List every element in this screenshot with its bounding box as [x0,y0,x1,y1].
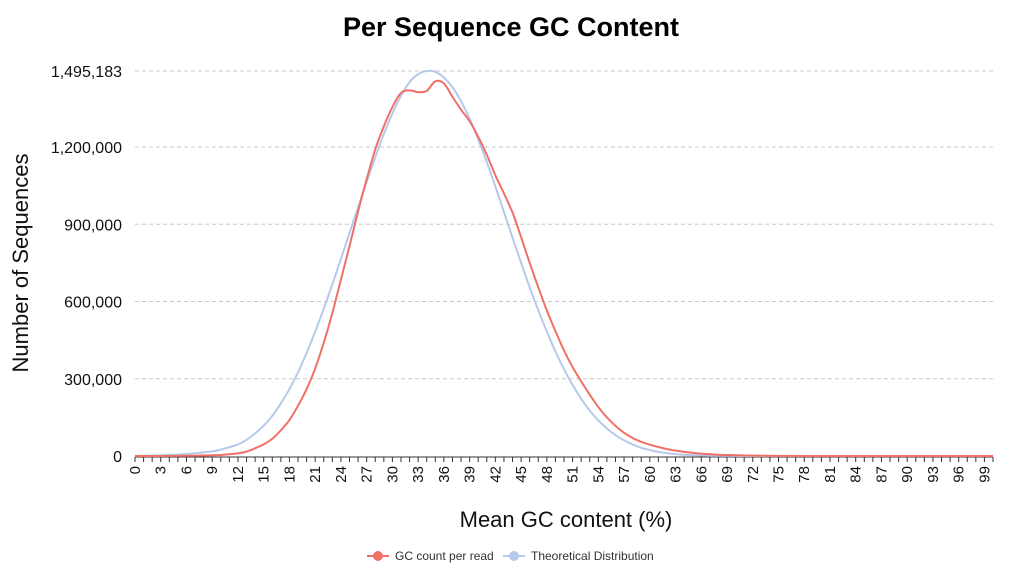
x-tick-label: 66 [693,466,710,483]
chart-title: Per Sequence GC Content [343,12,679,42]
x-tick-label: 63 [668,466,685,483]
legend-swatch-dot [373,551,383,561]
y-axis-label: Number of Sequences [8,154,33,373]
series-line-theoretical-distribution[interactable] [134,69,993,458]
x-tick-label: 78 [796,466,813,483]
x-tick-label: 96 [951,466,968,483]
x-tick-label: 60 [642,466,659,483]
x-tick-label: 24 [333,466,350,483]
x-tick-label: 33 [410,466,427,483]
x-tick-label: 93 [925,466,942,483]
x-tick-label: 15 [256,466,273,483]
x-tick-label: 99 [976,466,993,483]
x-tick-labels: 0 3 6 9 12 15 18 21 24 27 30 33 36 39 42 45 48 51 54 57 60 63… [127,457,994,483]
x-tick-label: 30 [384,466,401,483]
x-tick-label: 36 [436,466,453,483]
series-line-gc-count-per-read[interactable] [134,79,993,458]
legend-item-theoretical[interactable]: Theoretical Distribution [503,549,654,563]
x-tick-label: 90 [899,466,916,483]
x-tick-label: 42 [487,466,504,483]
x-tick-label: 0 [127,466,144,474]
x-tick-label: 27 [359,466,376,483]
y-tick-label: 1,495,183 [51,64,122,81]
x-tick-label: 72 [745,466,762,483]
x-tick-label: 9 [204,466,221,474]
legend-label-theoretical: Theoretical Distribution [531,549,654,563]
x-axis-label: Mean GC content (%) [460,507,673,532]
x-tick-label: 87 [873,466,890,483]
legend-label-gc-count: GC count per read [395,549,494,563]
y-tick-labels: 0 300,000 600,000 900,000 1,200,000 1,495,183 [51,64,122,466]
x-tick-label: 3 [153,466,170,474]
x-tick-label: 48 [539,466,556,483]
y-tick-label: 0 [113,449,122,466]
x-tick-label: 39 [462,466,479,483]
series-lines [134,69,993,458]
legend-item-gc-count[interactable]: GC count per read [367,549,494,563]
x-tick-label: 54 [590,466,607,483]
x-tick-label: 51 [565,466,582,483]
x-tick-label: 69 [719,466,736,483]
x-tick-label: 84 [848,466,865,483]
x-tick-label: 21 [307,466,324,483]
x-tick-label: 18 [281,466,298,483]
legend-swatch-dot [509,551,519,561]
x-tick-label: 57 [616,466,633,483]
x-tick-label: 12 [230,466,247,483]
y-tick-label: 900,000 [64,217,122,234]
legend: GC count per read Theoretical Distributi… [367,549,654,563]
y-tick-label: 300,000 [64,372,122,389]
x-tick-label: 45 [513,466,530,483]
x-tick-label: 6 [178,466,195,474]
y-tick-label: 600,000 [64,295,122,312]
x-tick-label: 81 [822,466,839,483]
x-tick-label: 75 [771,466,788,483]
y-tick-label: 1,200,000 [51,140,122,157]
grid-lines [135,70,993,380]
